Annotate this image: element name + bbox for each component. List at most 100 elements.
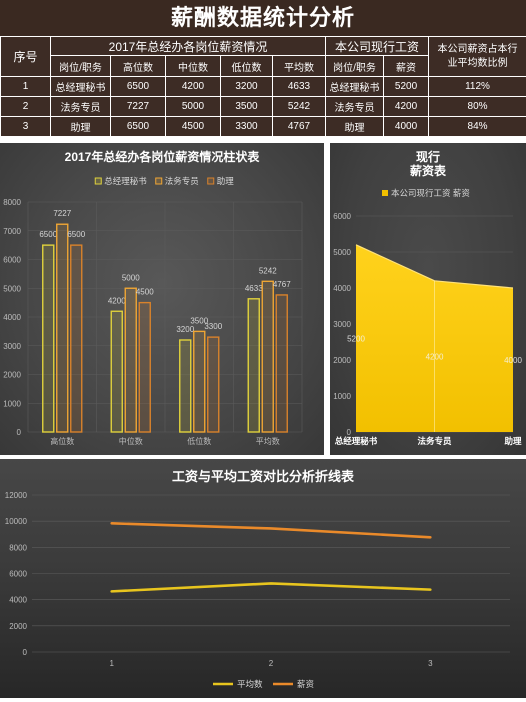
- area-top-edge: [355, 244, 514, 289]
- y-tick-label: 0: [23, 648, 28, 657]
- bar-data-label: 3500: [190, 316, 208, 325]
- header-avg: 平均数: [271, 55, 327, 77]
- cell-salary: 4200: [383, 96, 430, 117]
- header-mid: 中位数: [165, 55, 221, 77]
- table-row: 3 助理 6500 4500 3300 4767 助理 4000 84%: [0, 116, 526, 137]
- legend-item: 法务专员: [155, 176, 199, 186]
- header-industry-ratio: 本公司薪资占本行业平均数比例: [428, 36, 526, 77]
- bar-data-label: 4633: [245, 284, 263, 293]
- bar: [193, 330, 206, 433]
- cell-position: 法务专员: [50, 96, 111, 117]
- header-index: 序号: [0, 36, 51, 77]
- area-data-label: 4200: [426, 352, 444, 361]
- bar: [275, 294, 288, 433]
- cell-low: 3300: [220, 116, 273, 137]
- header-salary: 薪资: [383, 55, 430, 77]
- y-tick-label: 1000: [3, 399, 21, 408]
- y-tick-label: 4000: [9, 596, 27, 605]
- legend-marker: [382, 190, 388, 196]
- chart-legend: 平均数 薪资: [213, 679, 315, 689]
- cell-avg: 4767: [271, 116, 327, 137]
- cell-avg: 5242: [271, 96, 327, 117]
- y-tick-label: 4000: [333, 284, 351, 293]
- legend-label: 薪资: [297, 679, 315, 689]
- bar-data-label: 7227: [53, 209, 71, 218]
- legend-label: 助理: [217, 176, 235, 186]
- y-tick-label: 3000: [333, 320, 351, 329]
- header-low: 低位数: [220, 55, 273, 77]
- cell-industry-ratio: 84%: [428, 116, 526, 137]
- bar-data-label: 4767: [273, 280, 291, 289]
- legend-label: 总经理秘书: [104, 176, 147, 186]
- table-header-row: 序号 2017年总经办各岗位薪资情况 本公司现行工资 本公司薪资占本行业平均数比…: [0, 36, 526, 77]
- legend-item: 平均数: [213, 679, 263, 689]
- bar: [70, 244, 83, 433]
- cell-current-position: 总经理秘书: [325, 76, 385, 97]
- bar: [138, 301, 151, 433]
- legend-marker: [207, 177, 215, 185]
- y-tick-label: 5000: [3, 284, 21, 293]
- x-category-label: 平均数: [256, 436, 280, 446]
- cell-mid: 4200: [165, 76, 221, 97]
- cell-position: 助理: [50, 116, 111, 137]
- cell-industry-ratio: 112%: [428, 76, 526, 97]
- y-tick-label: 6000: [9, 570, 27, 579]
- table-subheader-row: 岗位/职务 高位数 中位数 低位数 平均数 岗位/职务 薪资: [1, 55, 526, 77]
- y-tick-label: 2000: [3, 371, 21, 380]
- x-category-label: 中位数: [119, 436, 143, 446]
- legend-item: 总经理秘书: [94, 176, 147, 186]
- header-industry-ratio-label: 本公司薪资占本行业平均数比例: [437, 43, 518, 69]
- chart-title: 2017年总经办各岗位薪资情况柱状表: [65, 149, 261, 164]
- legend-marker: [155, 177, 163, 185]
- y-tick-label: 1000: [333, 392, 351, 401]
- header-current-position: 岗位/职务: [325, 55, 385, 77]
- bar-data-label: 3200: [176, 325, 194, 334]
- cell-salary: 5200: [383, 76, 430, 97]
- cell-position: 总经理秘书: [50, 76, 111, 97]
- bar-data-label: 6500: [39, 230, 57, 239]
- bar: [56, 223, 69, 433]
- bar: [110, 310, 123, 433]
- y-tick-label: 4000: [3, 313, 21, 322]
- chart-title: 工资与平均工资对比分析折线表: [172, 469, 355, 484]
- salary-table: 序号 2017年总经办各岗位薪资情况 本公司现行工资 本公司薪资占本行业平均数比…: [0, 36, 526, 137]
- y-tick-label: 3000: [3, 342, 21, 351]
- bar-chart-panel: 2017年总经办各岗位薪资情况柱状表总经理秘书 法务专员 助理 0 1000 2000 30…: [0, 143, 324, 455]
- cell-mid: 4500: [165, 116, 221, 137]
- y-tick-label: 0: [17, 428, 22, 437]
- x-category-label: 高位数: [50, 436, 74, 446]
- legend-label: 法务专员: [165, 176, 199, 186]
- chart-legend: 本公司现行工资 薪资: [382, 188, 470, 198]
- x-category-label: 低位数: [187, 436, 211, 446]
- bar-data-label: 5000: [122, 273, 140, 282]
- y-tick-label: 6000: [3, 256, 21, 265]
- x-category-label: 总经理秘书: [335, 436, 378, 446]
- cell-high: 6500: [110, 116, 166, 137]
- cell-high: 7227: [110, 96, 166, 117]
- bar-data-label: 6500: [67, 230, 85, 239]
- cell-high: 6500: [110, 76, 166, 97]
- legend-label: 本公司现行工资 薪资: [391, 188, 470, 198]
- area-data-label: 4000: [504, 356, 522, 365]
- header-position: 岗位/职务: [50, 55, 111, 77]
- cell-low: 3500: [220, 96, 273, 117]
- chart-title-line: 现行: [416, 149, 440, 164]
- cell-avg: 4633: [271, 76, 327, 97]
- cell-current-position: 助理: [325, 116, 385, 137]
- y-tick-label: 12000: [5, 491, 28, 500]
- chart-title-line: 薪资表: [410, 163, 447, 178]
- line-chart-panel: 工资与平均工资对比分析折线表 0 2000 4000 6000 8000 10000 1200…: [0, 459, 526, 698]
- y-tick-label: 7000: [3, 227, 21, 236]
- table-row: 2 法务专员 7227 5000 3500 5242 法务专员 4200 80%: [0, 96, 526, 117]
- bar-data-label: 4200: [108, 296, 126, 305]
- header-high: 高位数: [110, 55, 166, 77]
- bar: [247, 298, 260, 433]
- cell-index: 1: [0, 76, 51, 97]
- bar: [124, 287, 137, 433]
- cell-industry-ratio: 80%: [428, 96, 526, 117]
- bar-data-label: 3300: [204, 322, 222, 331]
- x-category-label: 3: [428, 659, 433, 668]
- bar: [207, 336, 220, 433]
